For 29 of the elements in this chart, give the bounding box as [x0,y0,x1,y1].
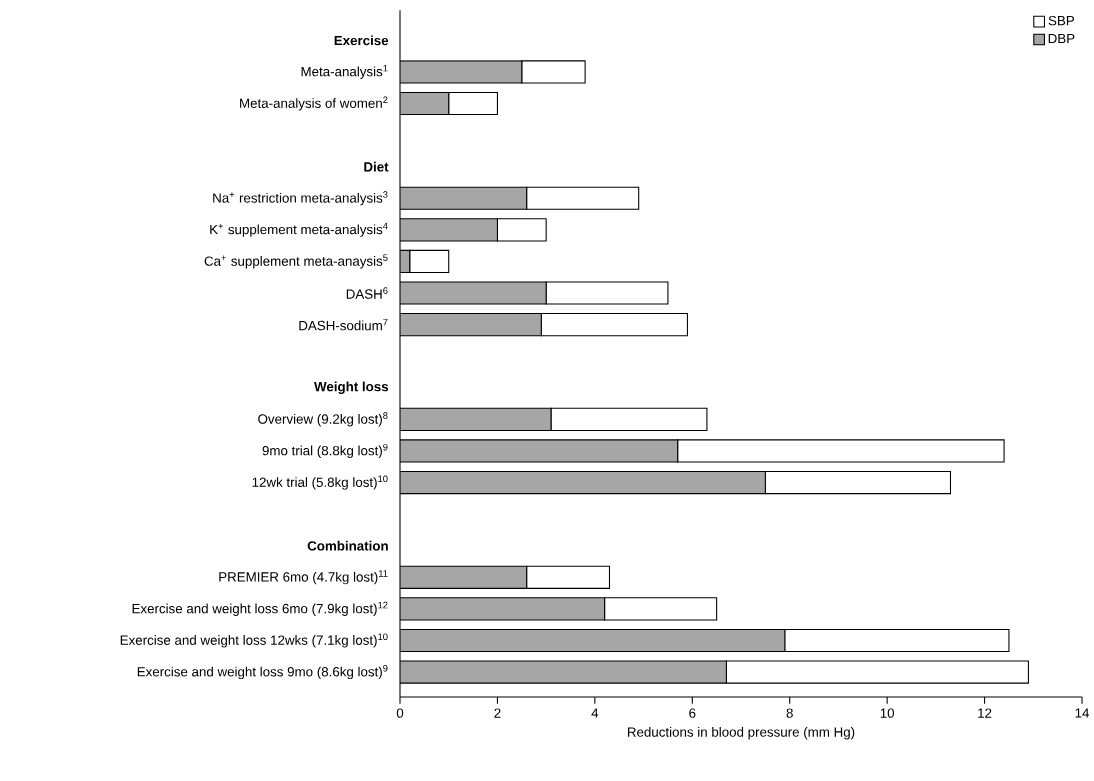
x-tick-label: 4 [591,708,599,718]
y-tick-label: DASH-sodium$^{7}$ [299,318,388,331]
y-tick-label: Combination [307,540,388,551]
y-tick-label: K$^{+}$ supplement meta-analysis$^{4}$ [210,222,388,237]
y-tick-label: Diet [364,161,389,172]
x-tick-label: 8 [786,708,793,718]
y-tick-label: Overview (9.2kg lost)$^{8}$ [258,412,388,427]
y-tick-label: Meta-analysis of women$^{2}$ [240,96,388,111]
y-tick-label: 9mo trial (8.8kg lost)$^{9}$ [262,443,388,459]
y-tick-label: Ca$^{+}$ supplement meta-anaysis$^{5}$ [204,254,388,269]
y-tick-label: 12wk trial (5.8kg lost)$^{10}$ [252,475,388,490]
x-tick-label: 0 [396,708,404,718]
x-tick-label: 2 [494,708,501,718]
y-tick-label: Exercise and weight loss 9mo (8.6kg lost)$^{9}$ [137,665,388,680]
y-tick-label: Na$^{+}$ restriction meta-analysis$^{3}$ [213,191,388,206]
y-tick-label: Exercise and weight loss 12wks (7.1kg lost)$^{10}$ [120,633,388,648]
x-tick-label: 12 [978,708,992,718]
legend-label: SBP [1048,15,1075,26]
y-tick-label: Meta-analysis$^{1}$ [301,64,388,79]
legend-label: DBP [1048,33,1075,44]
x-tick-label: 14 [1075,708,1090,718]
x-tick-label: 10 [880,708,895,718]
x-tick-label: 6 [689,708,696,718]
y-tick-label: PREMIER 6mo (4.7kg lost)$^{11}$ [219,570,388,585]
y-tick-label: Weight loss [314,381,389,395]
y-tick-label: Exercise [334,35,389,46]
y-tick-label: Exercise and weight loss 6mo (7.9kg lost)$^{12}$ [132,601,388,616]
y-tick-label: DASH$^{6}$ [346,287,388,299]
x-axis-title: Reductions in blood pressure (mm Hg) [627,726,855,740]
